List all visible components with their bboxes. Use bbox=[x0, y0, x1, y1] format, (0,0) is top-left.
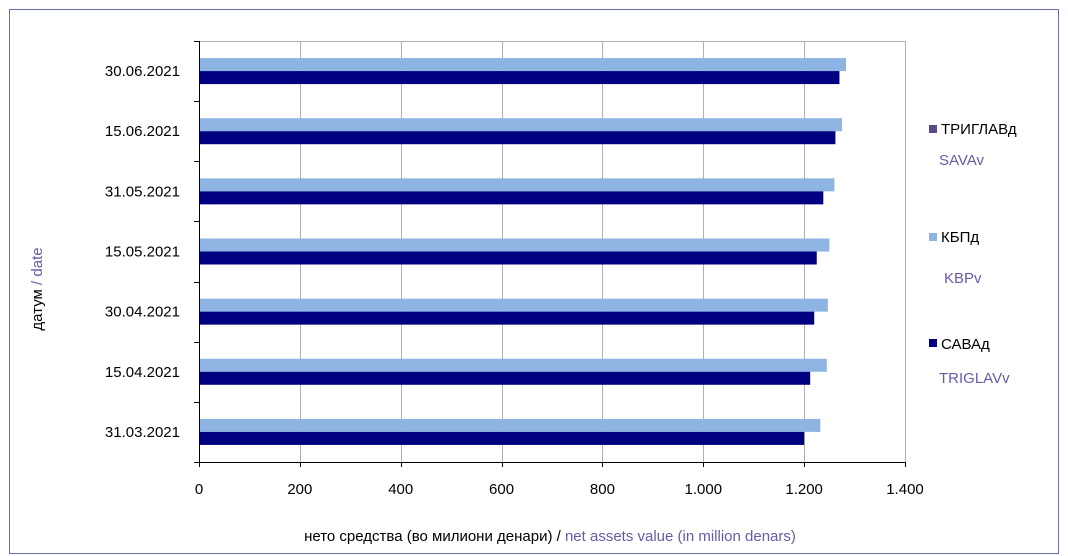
axes bbox=[194, 41, 906, 467]
y-axis-title: датум / date bbox=[29, 247, 46, 330]
x-tick-label-1200: 1.200 bbox=[785, 481, 823, 498]
y-tick-label-15.05.2021: 15.05.2021 bbox=[105, 244, 180, 261]
bar-sava-30.06.2021 bbox=[199, 71, 840, 85]
legend-alt-sava: SAVAv bbox=[939, 152, 985, 169]
x-axis-title: нето средства (во милиони денари) / net … bbox=[304, 528, 796, 545]
y-tick-label-30.04.2021: 30.04.2021 bbox=[105, 304, 180, 321]
y-tick-label-31.05.2021: 31.05.2021 bbox=[105, 183, 180, 200]
x-tick-label-600: 600 bbox=[489, 481, 514, 498]
y-axis-title-primary: датум bbox=[29, 285, 46, 331]
bar-kbp-31.03.2021 bbox=[199, 418, 821, 432]
tick-labels: 0 200 400 600 800 1.000 1.200 1.400 31.03.2021 15… bbox=[105, 63, 924, 498]
legend: ТРИГЛАВд SAVAv КБПд KBPv САВАд TRIGLAVv bbox=[929, 121, 1017, 387]
y-tick-label-15.04.2021: 15.04.2021 bbox=[105, 364, 180, 381]
bar-sava-30.04.2021 bbox=[199, 311, 815, 325]
bars bbox=[199, 58, 846, 445]
x-tick-label-1000: 1.000 bbox=[685, 481, 723, 498]
bar-sava-15.06.2021 bbox=[199, 131, 836, 145]
legend-swatch-kbp bbox=[929, 233, 937, 241]
legend-alt-kbp: KBPv bbox=[944, 270, 982, 287]
y-tick-label-31.03.2021: 31.03.2021 bbox=[105, 424, 180, 441]
bar-kbp-31.05.2021 bbox=[199, 178, 835, 192]
legend-alt-triglav: TRIGLAVv bbox=[939, 370, 1010, 387]
x-tick-label-200: 200 bbox=[287, 481, 312, 498]
legend-label-triglav: ТРИГЛАВд bbox=[941, 121, 1017, 138]
legend-label-sava: САВАд bbox=[941, 336, 990, 353]
bar-kbp-15.06.2021 bbox=[199, 118, 842, 132]
bar-kbp-30.04.2021 bbox=[199, 298, 828, 312]
bar-sava-15.05.2021 bbox=[199, 251, 817, 265]
y-tick-label-15.06.2021: 15.06.2021 bbox=[105, 123, 180, 140]
y-axis-title-secondary: / date bbox=[29, 247, 46, 285]
bar-kbp-30.06.2021 bbox=[199, 58, 846, 72]
legend-label-kbp: КБПд bbox=[941, 229, 979, 246]
legend-swatch-triglav bbox=[929, 125, 937, 133]
x-tick-label-400: 400 bbox=[388, 481, 413, 498]
bar-kbp-15.05.2021 bbox=[199, 238, 830, 252]
legend-swatch-sava bbox=[929, 339, 937, 347]
bar-kbp-15.04.2021 bbox=[199, 358, 827, 372]
x-axis-title-primary: нето средства (во милиони денари) / bbox=[304, 528, 565, 545]
x-tick-label-0: 0 bbox=[195, 481, 203, 498]
x-axis-title-secondary: net assets value (in million denars) bbox=[565, 528, 796, 545]
bar-sava-31.03.2021 bbox=[199, 431, 805, 445]
y-tick-label-30.06.2021: 30.06.2021 bbox=[105, 63, 180, 80]
bar-sava-31.05.2021 bbox=[199, 191, 824, 205]
corner-mark bbox=[0, 0, 9, 9]
chart-frame bbox=[9, 9, 1059, 554]
x-tick-label-800: 800 bbox=[590, 481, 615, 498]
x-tick-label-1400: 1.400 bbox=[886, 481, 924, 498]
bar-sava-15.04.2021 bbox=[199, 371, 811, 385]
